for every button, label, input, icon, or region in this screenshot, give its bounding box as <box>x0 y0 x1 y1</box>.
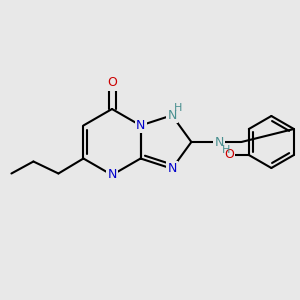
Text: H: H <box>174 103 182 113</box>
Text: O: O <box>107 76 117 89</box>
Text: N: N <box>167 109 177 122</box>
Text: H: H <box>222 145 230 155</box>
Text: N: N <box>167 162 177 175</box>
Text: N: N <box>215 136 224 148</box>
Text: N: N <box>136 119 145 132</box>
Text: N: N <box>107 169 117 182</box>
Text: O: O <box>224 148 234 161</box>
